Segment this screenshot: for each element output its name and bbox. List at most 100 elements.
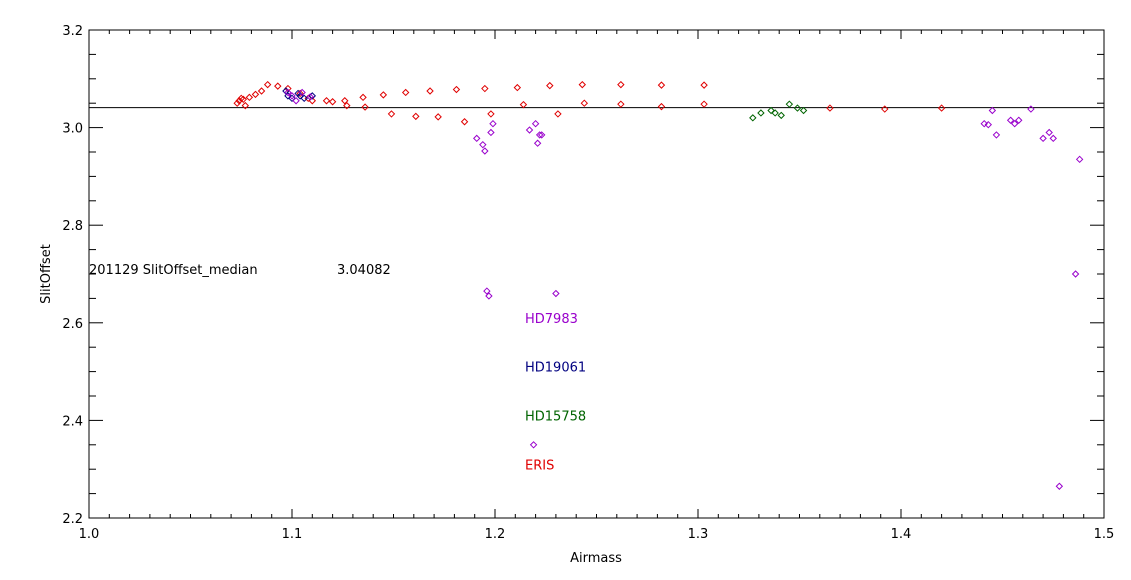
data-point: [525, 126, 534, 134]
data-point: [554, 110, 562, 118]
x-tick-label: 1.2: [485, 527, 506, 542]
data-point: [452, 85, 461, 94]
data-point: [308, 92, 317, 100]
data-point: [322, 97, 331, 105]
data-point: [1049, 134, 1057, 143]
y-tick-label: 2.6: [62, 317, 83, 332]
data-point: [700, 100, 708, 108]
x-tick-label: 1.4: [891, 527, 912, 542]
y-tick-label: 2.8: [62, 219, 83, 234]
data-point: [292, 97, 300, 105]
data-point: [434, 113, 442, 121]
axis-ticks: [88, 29, 1105, 519]
data-point: [580, 99, 589, 107]
data-point: [984, 120, 992, 129]
data-point: [251, 90, 260, 99]
data-point: [298, 88, 306, 97]
data-point: [361, 103, 369, 111]
data-point: [757, 109, 765, 117]
data-point: [617, 80, 625, 89]
data-point: [777, 111, 785, 120]
data-point: [1006, 116, 1015, 124]
data-point: [481, 84, 489, 93]
data-point: [881, 105, 889, 113]
data-point: [826, 104, 834, 112]
data-point: [237, 94, 245, 103]
median-annotation-value: 3.04082: [337, 263, 391, 278]
data-point: [1071, 270, 1080, 278]
data-point: [546, 81, 554, 90]
data-point: [487, 110, 495, 118]
data-point: [1015, 116, 1023, 124]
x-tick-label: 1.3: [688, 527, 709, 542]
legend-label: HD19061: [525, 361, 586, 376]
legend: HD7983 HD19061 HD15758 ERIS: [525, 312, 586, 473]
data-point: [233, 99, 241, 107]
data-point: [359, 93, 367, 102]
x-tick-label: 1.0: [79, 527, 100, 542]
data-point: [274, 82, 282, 90]
legend-label: HD15758: [525, 410, 586, 425]
data-point: [980, 119, 988, 128]
data-point: [1045, 128, 1053, 137]
data-point: [483, 287, 491, 295]
data-point: [1010, 119, 1019, 128]
data-point: [537, 131, 546, 139]
data-point: [341, 97, 349, 105]
y-tick-label: 3.2: [62, 24, 83, 39]
data-point: [531, 119, 540, 128]
data-point: [306, 93, 314, 101]
data-point: [767, 106, 775, 115]
data-point: [473, 134, 481, 143]
data-point: [617, 100, 625, 108]
data-point: [284, 88, 292, 97]
data-point: [552, 289, 560, 298]
y-axis-title: SlitOffset: [39, 244, 54, 304]
legend-label: HD7983: [525, 312, 578, 327]
data-points: [233, 80, 1084, 490]
x-axis-title: Airmass: [570, 551, 622, 566]
y-tick-label: 2.2: [62, 512, 83, 527]
data-point: [412, 112, 420, 121]
data-point: [241, 101, 250, 110]
data-point: [657, 81, 666, 89]
data-point: [300, 94, 308, 103]
data-point: [535, 131, 544, 139]
x-tick-label: 1.5: [1094, 527, 1115, 542]
data-point: [387, 110, 396, 118]
data-point: [263, 80, 272, 89]
data-point: [1027, 105, 1035, 113]
data-point: [513, 83, 522, 92]
median-annotation-label: 201129 SlitOffset_median: [89, 263, 258, 278]
legend-label: ERIS: [525, 458, 554, 473]
x-tick-label: 1.1: [282, 527, 303, 542]
data-point: [343, 101, 351, 110]
axis-tick-labels: 1.0 1.1 1.2 1.3 1.4 1.5 2.2 2.4 2.6 2.8 3.0 3.2: [62, 24, 1114, 542]
data-point: [379, 91, 388, 99]
data-point: [1055, 482, 1064, 490]
data-point: [288, 92, 296, 100]
data-point: [578, 80, 586, 89]
y-tick-label: 2.4: [62, 414, 83, 429]
data-point: [426, 87, 434, 95]
data-point: [460, 118, 469, 126]
data-point: [937, 104, 946, 112]
data-point: [245, 93, 254, 102]
data-point: [401, 88, 410, 97]
data-point: [533, 139, 542, 147]
data-point: [1039, 134, 1047, 143]
data-point: [479, 140, 487, 149]
data-point: [481, 147, 489, 155]
data-point: [239, 95, 247, 104]
data-point: [519, 100, 528, 109]
data-point: [799, 106, 808, 115]
data-point: [771, 109, 779, 117]
data-point: [489, 119, 497, 128]
data-point: [657, 102, 666, 111]
y-tick-label: 3.0: [62, 122, 83, 137]
data-point: [785, 100, 794, 108]
data-point: [992, 131, 1001, 139]
data-point: [793, 104, 802, 112]
data-point: [257, 87, 266, 95]
